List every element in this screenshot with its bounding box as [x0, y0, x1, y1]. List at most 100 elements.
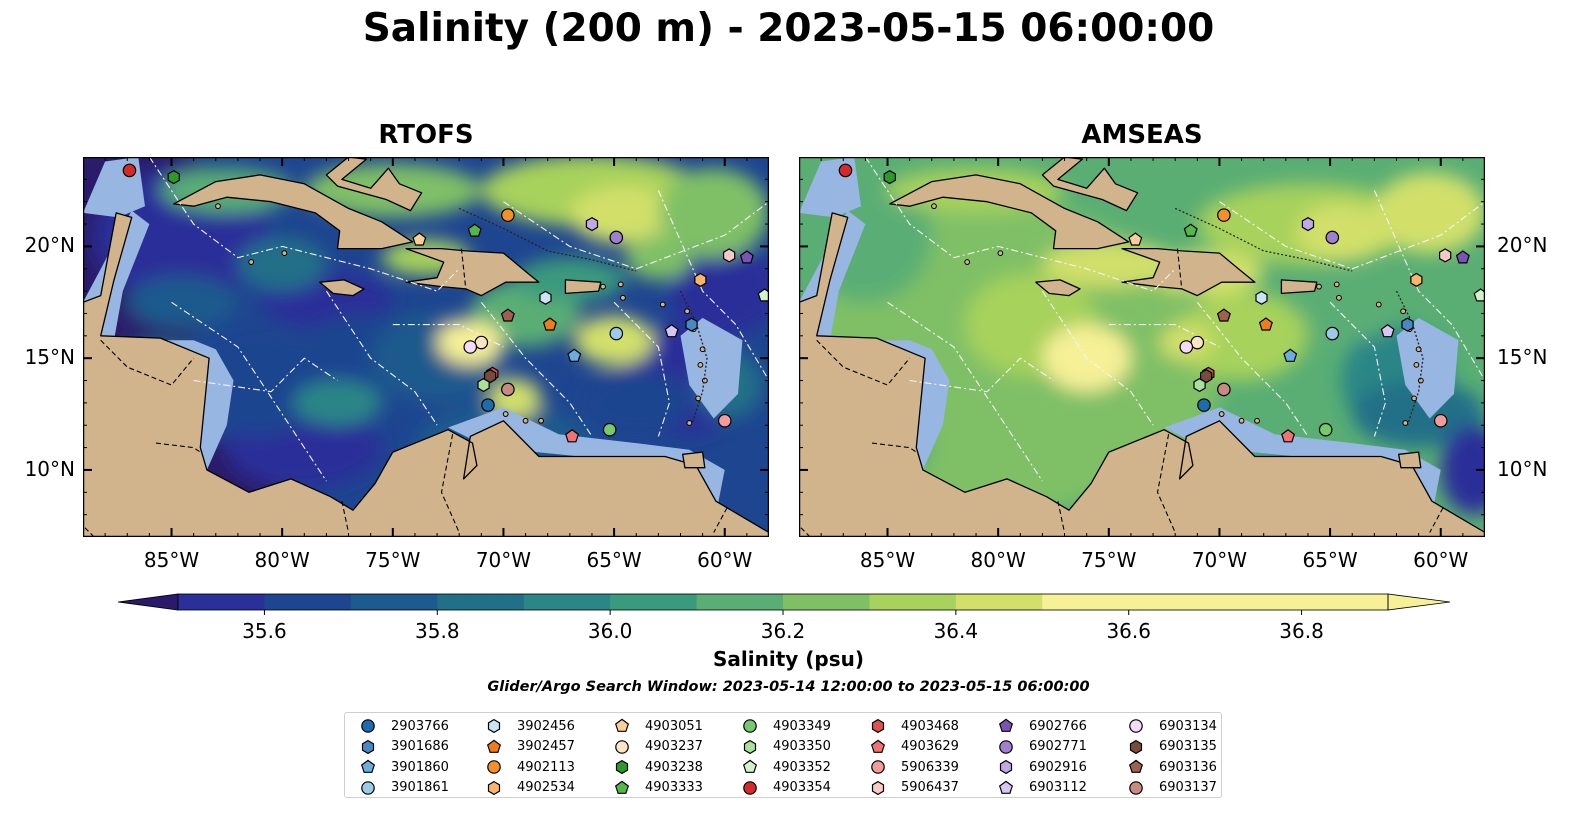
- float-marker-4903051: [412, 232, 427, 246]
- float-marker-5906437: [722, 248, 736, 263]
- float-marker-4903354: [122, 163, 137, 178]
- pentagon-icon: [486, 739, 502, 753]
- hexagon-icon: [487, 780, 501, 795]
- float-marker-4903333: [467, 223, 482, 237]
- eez-boundary: [1108, 324, 1220, 348]
- salinity-patch: [1440, 425, 1485, 515]
- float-marker-4902534: [694, 272, 707, 287]
- legend-item: 4903237: [613, 737, 703, 757]
- colorbar-label: Salinity (psu): [712, 647, 864, 671]
- legend-item: 4902534: [485, 778, 575, 798]
- colorbar-tick-label: 36.8: [1279, 619, 1324, 643]
- legend-label: 3901861: [391, 780, 449, 795]
- legend-item: 4903333: [613, 778, 703, 798]
- small-island: [1238, 417, 1245, 424]
- salinity-patch: [574, 315, 654, 365]
- lon-label: 65°W: [586, 548, 642, 572]
- lat-label: 15°N: [24, 345, 75, 370]
- small-island: [931, 203, 937, 210]
- small-island: [620, 294, 626, 301]
- country-border: [871, 442, 917, 453]
- legend-item: 6903134: [1127, 716, 1217, 736]
- float-marker-6903112: [1380, 324, 1395, 338]
- colorbar-segment: [783, 594, 870, 610]
- hexagon-icon: [871, 780, 885, 795]
- colorbar-segment: [437, 594, 525, 610]
- land-puerto-rico: [564, 279, 602, 295]
- legend-label: 4903352: [773, 759, 831, 775]
- land-jamaica: [1035, 279, 1081, 297]
- legend-label: 6903112: [1029, 780, 1087, 795]
- legend-label: 4903468: [901, 718, 959, 734]
- float-marker-3902456: [539, 290, 552, 305]
- pentagon-icon: [870, 739, 886, 753]
- country-border: [1156, 434, 1176, 533]
- colorbar-tick-label: 35.8: [415, 619, 460, 643]
- legend-label: 4903051: [645, 718, 703, 734]
- circle-icon: [1129, 780, 1143, 795]
- legend-item: 6902766: [997, 716, 1087, 736]
- float-marker-6902916: [585, 217, 599, 232]
- float-marker-6903134: [463, 340, 478, 354]
- colorbar-segment: [1215, 594, 1303, 610]
- circle-icon: [999, 739, 1013, 754]
- legend-label: 4903238: [645, 759, 703, 775]
- small-island: [659, 301, 666, 308]
- eez-boundary: [503, 201, 769, 270]
- small-island: [997, 250, 1004, 257]
- legend-item: 3901686: [359, 737, 449, 757]
- lon-label: 85°W: [859, 548, 916, 572]
- amseas-salinity-map: [799, 157, 1485, 537]
- land-bahamas: [325, 157, 423, 212]
- float-marker-2903766: [481, 398, 495, 412]
- panel-title-rtofs: RTOFS: [378, 120, 474, 150]
- colorbar-scale: [117, 593, 1451, 615]
- shelf-area: [1164, 407, 1441, 504]
- colorbar-segment: [264, 594, 352, 610]
- colorbar-tick-label: 35.6: [242, 619, 287, 643]
- salinity-patch: [669, 246, 769, 336]
- lon-label: 60°W: [697, 548, 753, 572]
- float-marker-3901861: [609, 326, 624, 341]
- float-marker-4902113: [1217, 208, 1231, 222]
- small-island: [617, 281, 624, 288]
- lat-label: 20°N: [1497, 233, 1548, 258]
- circle-icon: [361, 780, 375, 795]
- small-island: [1218, 411, 1225, 417]
- small-island: [215, 203, 221, 210]
- float-marker-4902534: [1410, 272, 1423, 287]
- hexagon-icon: [1129, 739, 1143, 754]
- land-trinidad: [682, 451, 706, 469]
- float-marker-4903349: [602, 422, 617, 437]
- salinity-patch: [625, 235, 692, 280]
- pentagon-icon: [614, 718, 630, 732]
- country-border: [713, 507, 728, 533]
- salinity-patch: [237, 237, 327, 292]
- legend-item: 2903766: [359, 716, 449, 736]
- land-trinidad: [1398, 451, 1422, 469]
- lon-label: 65°W: [1302, 548, 1358, 572]
- float-marker-6903135: [484, 369, 497, 384]
- lon-label: 70°W: [1191, 548, 1248, 572]
- pentagon-icon: [360, 759, 376, 773]
- small-island: [1336, 294, 1342, 301]
- float-marker-6902766: [1455, 250, 1470, 264]
- country-border: [1176, 248, 1183, 289]
- pentagon-icon: [998, 780, 1014, 794]
- legend-item: 6903112: [997, 778, 1087, 798]
- salinity-patch: [658, 168, 769, 258]
- legend-item: 4903352: [741, 757, 831, 777]
- colorbar-segment: [350, 594, 438, 610]
- legend-label: 3902457: [517, 739, 575, 754]
- legend-label: 4903350: [773, 739, 831, 754]
- legend-item: 4903629: [869, 737, 959, 757]
- pentagon-icon: [614, 780, 630, 794]
- salinity-patch: [293, 380, 382, 426]
- legend-item: 3901861: [359, 778, 449, 798]
- legend-item: 5906437: [869, 778, 959, 798]
- float-marker-4903352: [1473, 288, 1485, 302]
- country-border: [799, 525, 811, 537]
- eez-boundary: [864, 157, 1176, 292]
- legend-item: 3901860: [359, 757, 449, 777]
- colorbar-extend-low: [117, 593, 179, 611]
